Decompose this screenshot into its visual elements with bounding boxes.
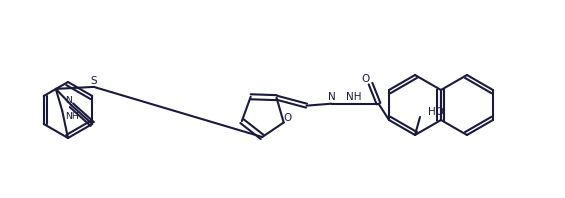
- Text: N: N: [65, 96, 72, 105]
- Text: NH: NH: [346, 92, 361, 102]
- Text: NH: NH: [65, 112, 79, 121]
- Text: HO: HO: [428, 107, 444, 117]
- Text: S: S: [90, 76, 97, 86]
- Text: O: O: [362, 74, 370, 84]
- Text: O: O: [284, 112, 292, 123]
- Text: N: N: [328, 92, 336, 102]
